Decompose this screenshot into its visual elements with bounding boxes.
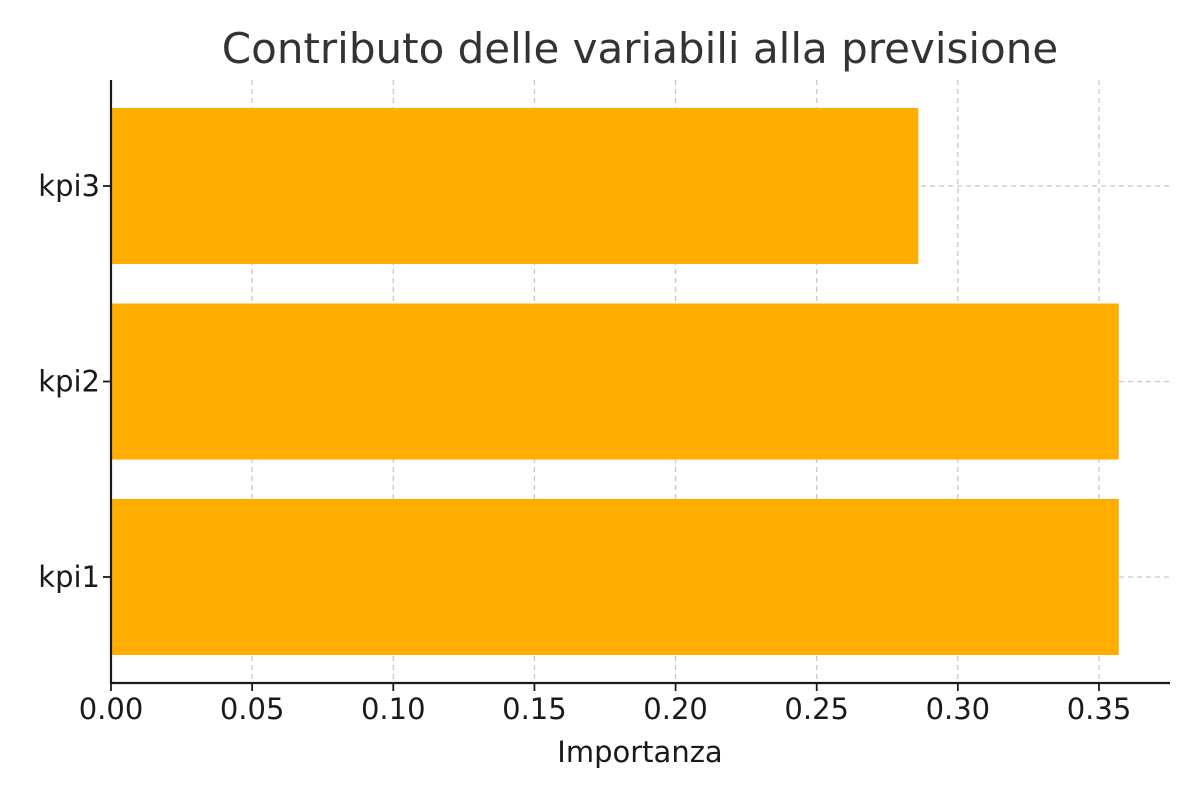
bar-kpi1 <box>111 499 1119 655</box>
x-tick-label: 0.10 <box>361 692 426 726</box>
x-tick-label: 0.20 <box>643 692 708 726</box>
x-tick-label: 0.35 <box>1067 692 1132 726</box>
y-tick-label: kpi1 <box>38 560 100 594</box>
x-tick-label: 0.05 <box>220 692 285 726</box>
x-tick-label: 0.15 <box>502 692 567 726</box>
bar-kpi3 <box>111 108 919 264</box>
y-tick-label: kpi2 <box>38 365 100 399</box>
x-tick-label: 0.25 <box>784 692 849 726</box>
bars <box>111 108 1119 655</box>
x-tick-label: 0.30 <box>926 692 991 726</box>
chart-title: Contributo delle variabili alla previsio… <box>222 24 1058 73</box>
x-axis-label: Importanza <box>557 735 722 769</box>
bar-kpi2 <box>111 303 1119 460</box>
x-tick-label: 0.00 <box>79 692 144 726</box>
y-tick-label: kpi3 <box>38 169 100 203</box>
axis-ticks: 0.00 0.05 0.10 0.15 0.20 0.25 0.30 0.35 kpi1 kpi2… <box>38 169 1131 726</box>
